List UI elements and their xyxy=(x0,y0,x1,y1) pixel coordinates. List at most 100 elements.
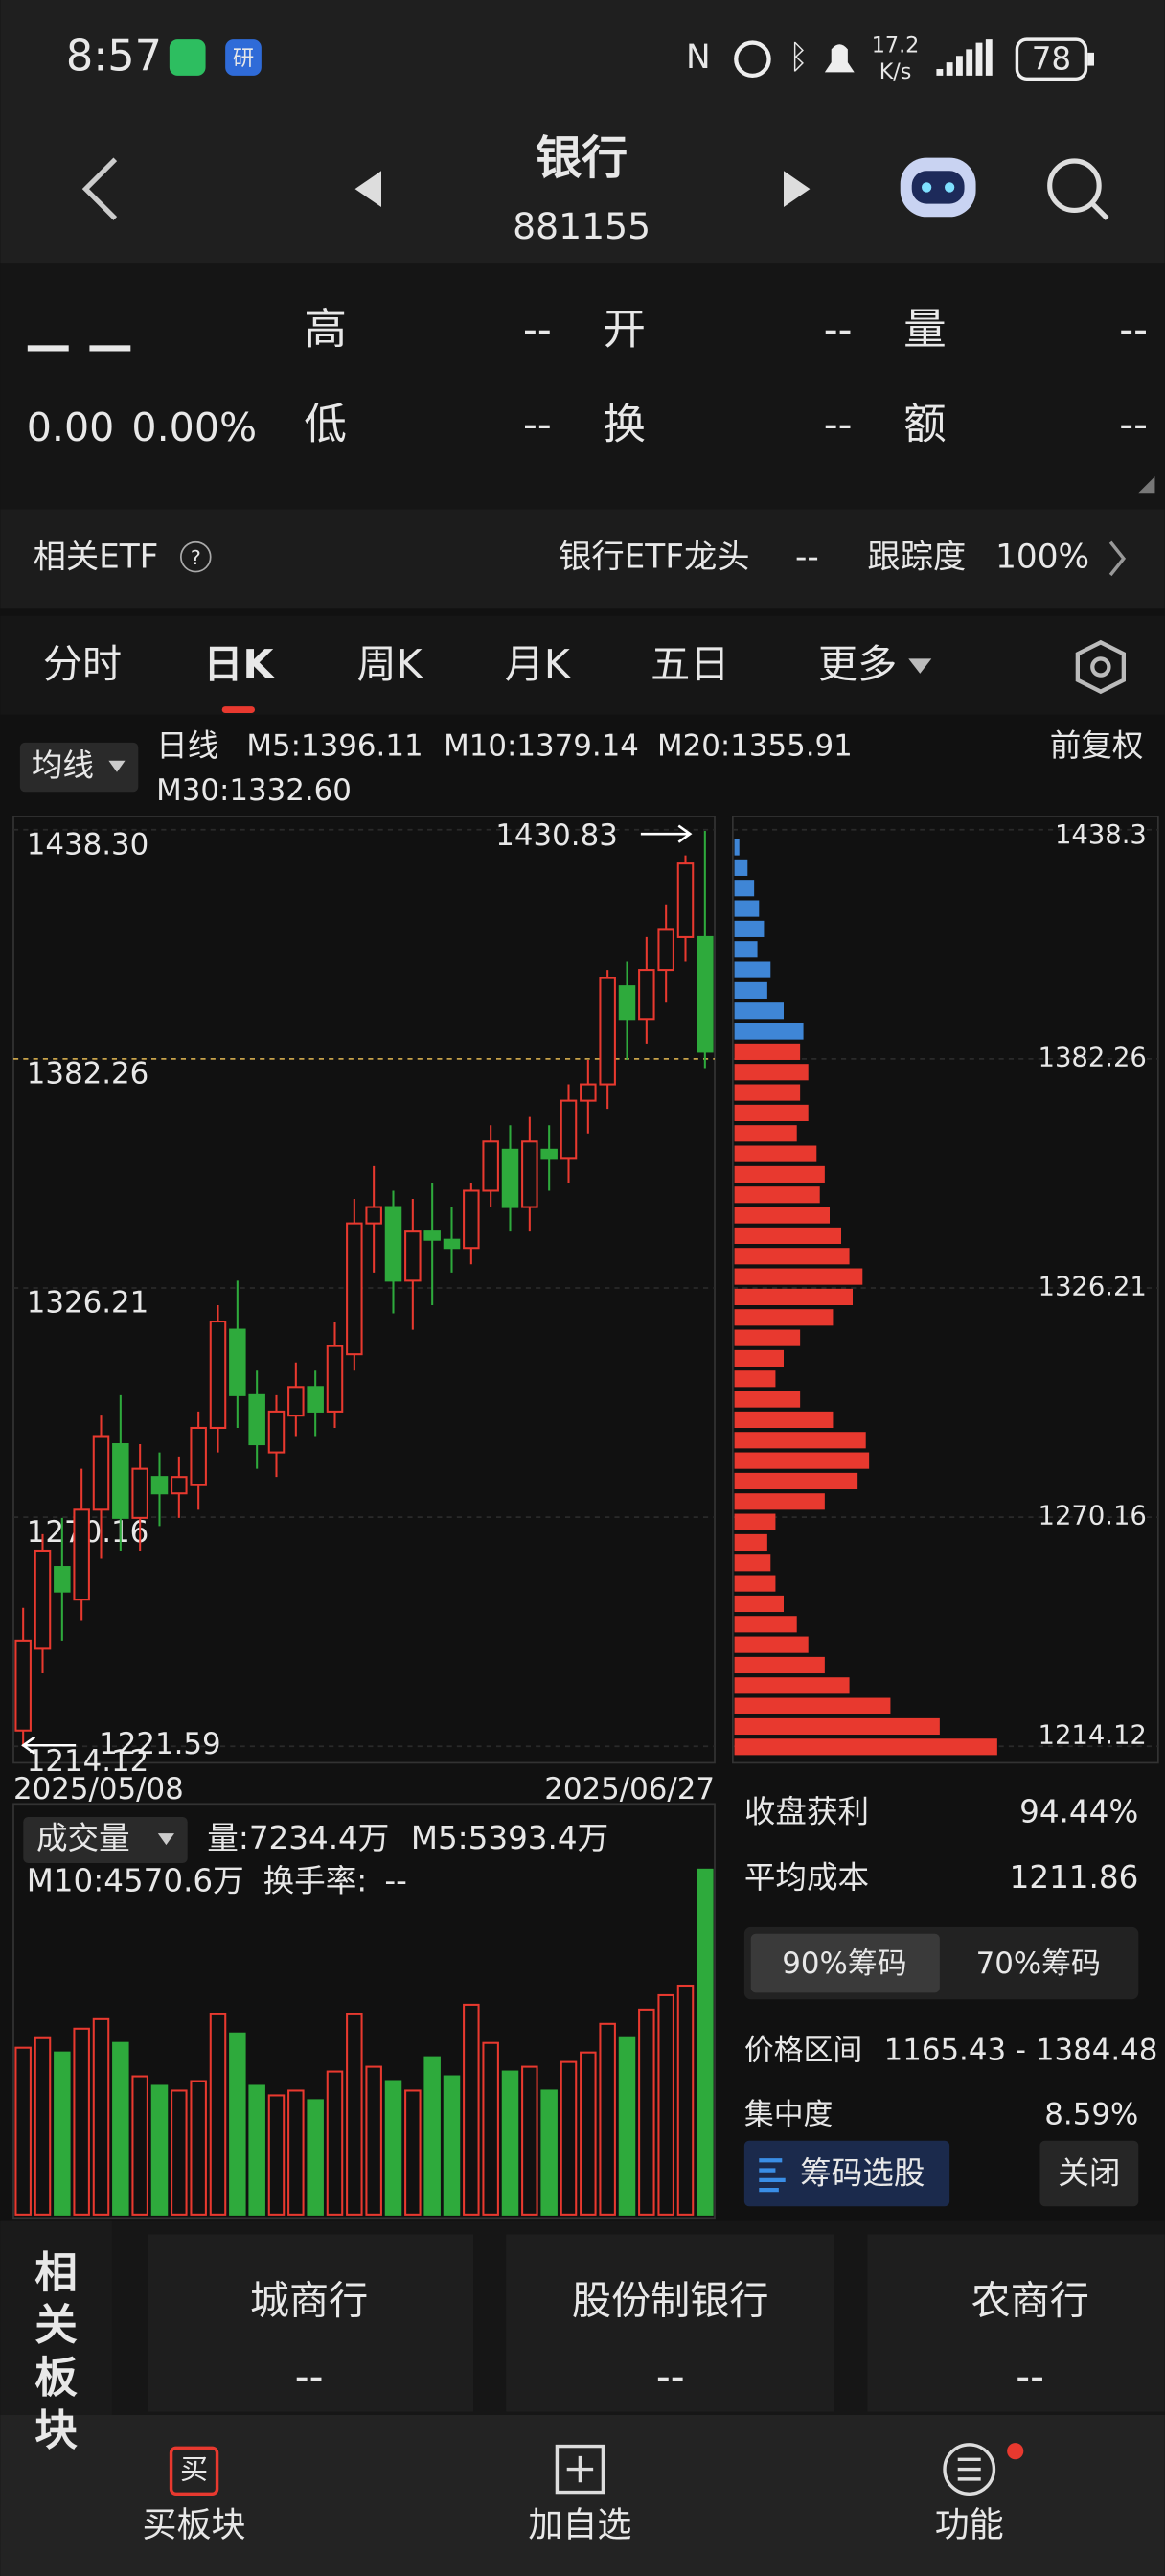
nav-label[interactable]: 功能 xyxy=(935,2506,1004,2545)
volume-bar xyxy=(404,2089,422,2216)
chip-tab[interactable]: 70%筹码 xyxy=(976,1946,1101,1981)
candle-body xyxy=(14,1639,32,1732)
back-button[interactable] xyxy=(81,157,118,220)
ma-label: M10:1379.14 xyxy=(444,729,639,764)
etf-name[interactable]: 银行ETF龙头 xyxy=(559,538,749,576)
ma-label: M5:1396.11 xyxy=(246,729,423,764)
close-button[interactable] xyxy=(1039,2140,1139,2207)
etf-bg xyxy=(0,509,1165,609)
chip-bar xyxy=(734,1002,784,1020)
volume-bar xyxy=(73,2027,90,2216)
chip-select-button[interactable] xyxy=(743,2140,950,2207)
battery-icon xyxy=(1015,37,1088,80)
next-button[interactable] xyxy=(784,171,811,207)
date-label: 2025/05/08 xyxy=(13,1772,184,1806)
candle-body xyxy=(599,977,616,1086)
ma-label: M20:1355.91 xyxy=(657,729,853,764)
volume-m10: M10:4570.6万 xyxy=(27,1863,244,1899)
volume-bar xyxy=(580,2051,597,2216)
volume-bar xyxy=(346,2012,363,2216)
candle-body xyxy=(697,935,714,1053)
buy-icon xyxy=(169,2446,219,2496)
date-label: 2025/06/27 xyxy=(544,1772,715,1806)
volume-bar xyxy=(676,1984,695,2216)
candle-body xyxy=(287,1386,305,1417)
chip-bar xyxy=(734,1697,891,1714)
ma-button[interactable] xyxy=(19,742,139,793)
chip-bar xyxy=(734,1288,853,1306)
chip-bar xyxy=(734,1554,771,1572)
tab[interactable]: 周K xyxy=(357,641,423,687)
chip-frame xyxy=(732,816,1159,1764)
sector-card[interactable] xyxy=(148,2234,474,2412)
chip-bar xyxy=(734,1084,801,1101)
field-label: 换 xyxy=(603,400,646,449)
change-pct: 0.00% xyxy=(131,404,257,450)
chip-bar xyxy=(734,839,740,856)
chip-bar xyxy=(734,1370,776,1388)
candle-body xyxy=(365,1206,382,1225)
app-icon-text: 研 xyxy=(233,46,254,71)
expand-corner[interactable] xyxy=(1138,476,1155,494)
adjust[interactable]: 前复权 xyxy=(1050,727,1144,764)
tab[interactable]: 五日 xyxy=(651,641,729,687)
ma-button-text: 均线 xyxy=(32,748,94,784)
tab[interactable]: 更多 xyxy=(818,641,897,687)
sector-card[interactable] xyxy=(867,2234,1165,2412)
chip-tab[interactable]: 90%筹码 xyxy=(782,1946,906,1981)
nav-label[interactable]: 加自选 xyxy=(528,2506,631,2545)
candle-body xyxy=(463,1189,480,1250)
chip-bar xyxy=(734,1349,784,1368)
robot-button[interactable] xyxy=(900,157,976,218)
volume-label: 成交量 xyxy=(36,1820,130,1856)
chip-bar xyxy=(734,1656,825,1674)
period: 日线 xyxy=(156,727,218,764)
wechat-icon xyxy=(169,39,206,76)
prev-button[interactable] xyxy=(354,171,381,207)
sector-title-char: 块 xyxy=(34,2405,78,2455)
chip-bar xyxy=(734,961,771,978)
volume-button[interactable] xyxy=(23,1817,188,1863)
close-text: 关闭 xyxy=(1058,2155,1120,2192)
tab[interactable]: 分时 xyxy=(43,641,122,687)
search-button[interactable] xyxy=(1047,158,1109,220)
badge xyxy=(1007,2443,1024,2460)
sector-side xyxy=(0,2220,112,2415)
chip-bar xyxy=(734,1165,825,1183)
y-tick-label: 1382.26 xyxy=(27,1056,149,1091)
volume-bar xyxy=(618,2036,636,2216)
chip-select-icon xyxy=(759,2158,786,2193)
chip-bar xyxy=(734,1104,809,1121)
candle-body xyxy=(112,1443,129,1519)
settings-button[interactable] xyxy=(1075,639,1126,695)
chip-bar xyxy=(734,920,765,937)
net-speed: 17.2 xyxy=(872,34,920,58)
volume-dropdown xyxy=(157,1833,174,1846)
chip-bar xyxy=(734,1636,809,1653)
add-icon xyxy=(555,2444,605,2495)
volume-bar xyxy=(131,2075,148,2216)
tab[interactable]: 月K xyxy=(505,641,571,687)
sector-card[interactable] xyxy=(506,2234,835,2412)
volume-bar xyxy=(697,1868,714,2216)
app-icon xyxy=(225,39,262,76)
etf-arrow[interactable] xyxy=(1108,540,1127,577)
nfc-icon: N xyxy=(686,38,711,77)
volume-bar xyxy=(638,2008,655,2216)
chip-bar xyxy=(734,900,760,917)
nav-label[interactable]: 买板块 xyxy=(143,2506,246,2545)
volume-bar xyxy=(540,2089,558,2216)
etf-label: 相关ETF xyxy=(34,538,159,576)
ma-label: M30:1332.60 xyxy=(156,773,352,808)
tab[interactable]: 日K xyxy=(203,641,275,687)
volume-bar xyxy=(463,2003,480,2216)
help-icon[interactable] xyxy=(180,540,212,573)
title: 银行 xyxy=(536,131,628,185)
volume-bar xyxy=(287,2089,305,2216)
chip-toggle-active[interactable] xyxy=(750,1933,940,1993)
candle-body xyxy=(618,985,636,1021)
field-label: 高 xyxy=(304,304,347,354)
y-tick-label: 1326.21 xyxy=(27,1286,149,1321)
chip-bar xyxy=(734,981,767,999)
